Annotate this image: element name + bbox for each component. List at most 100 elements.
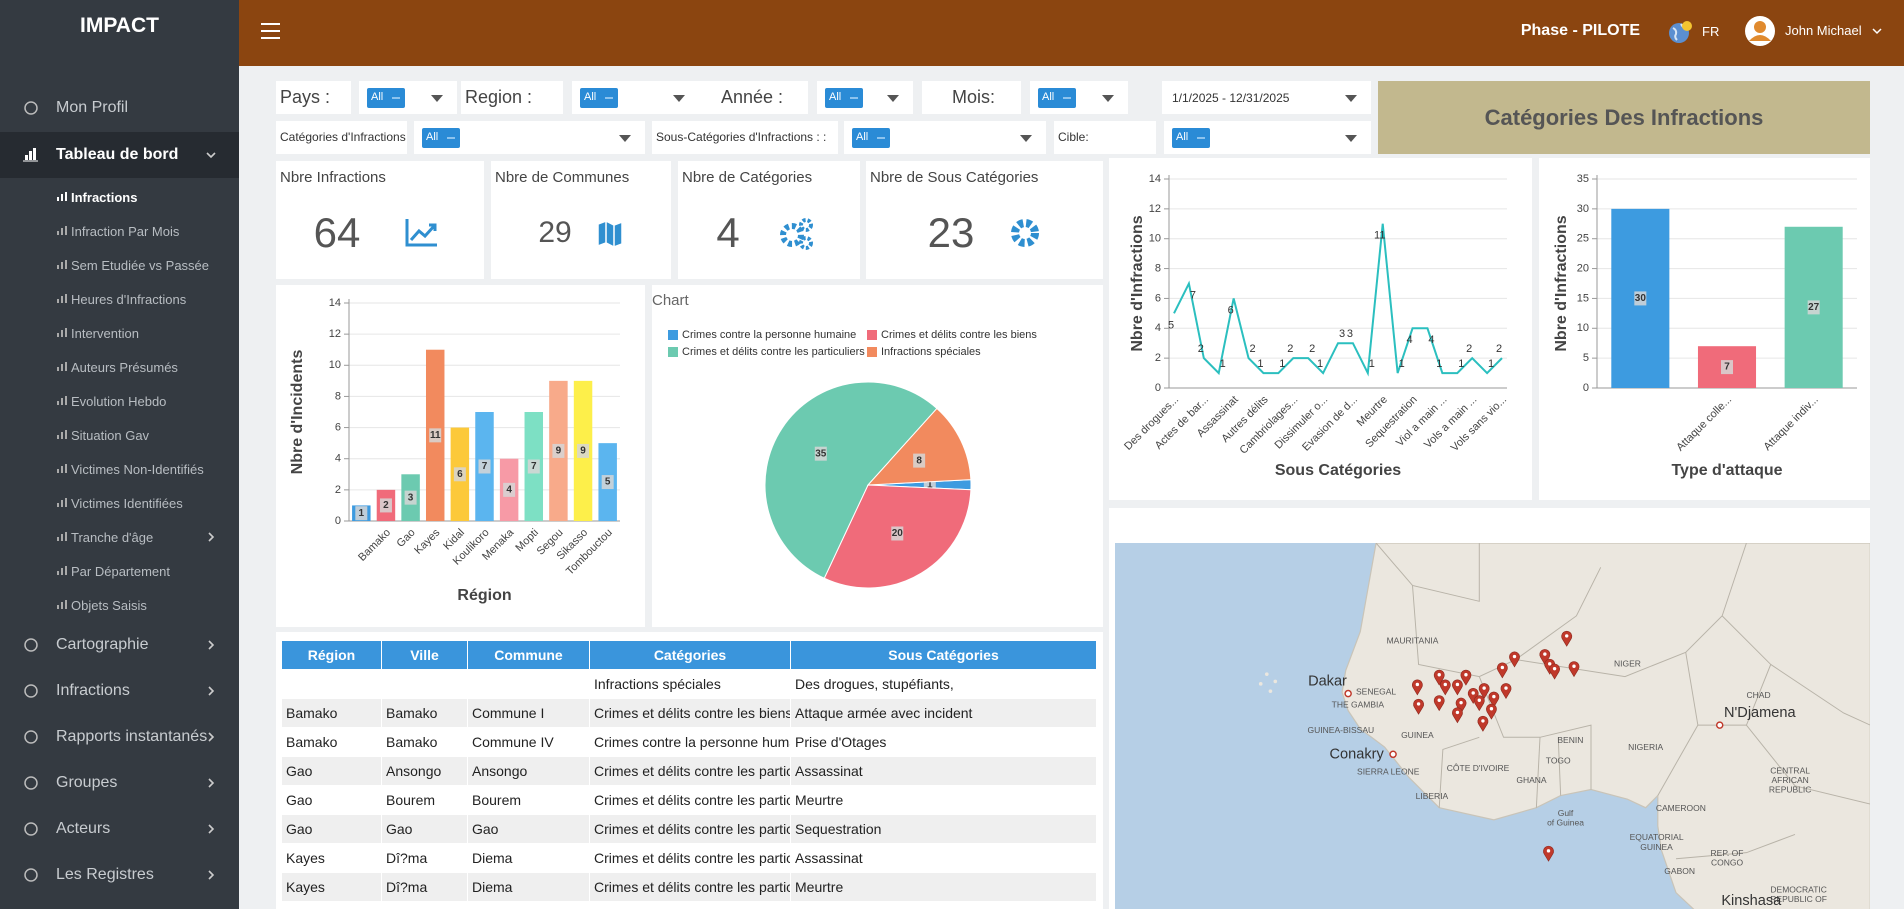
submenu-label[interactable]: Infraction Par Mois	[71, 224, 180, 239]
icon-bar	[33, 148, 36, 160]
date-range[interactable]: 1/1/2025 - 12/31/2025	[1162, 81, 1371, 114]
column-header[interactable]: Catégories	[589, 640, 791, 670]
menu-item[interactable]: Groupes	[0, 760, 239, 806]
map-pin[interactable]	[1452, 679, 1463, 696]
map-pin[interactable]	[1433, 669, 1445, 686]
submenu-item[interactable]: Par Département	[0, 557, 239, 585]
menu-label[interactable]: Cartographie	[56, 636, 149, 653]
value-label-bg	[429, 428, 442, 443]
submenu-item[interactable]: Sem Etudiée vs Passée	[0, 251, 239, 279]
menu-label[interactable]: Groupes	[56, 774, 118, 791]
filter-select[interactable]: All	[359, 81, 457, 114]
submenu-item[interactable]: Heures d'Infractions	[0, 285, 239, 313]
submenu-item[interactable]: Tranche d'âge	[0, 523, 239, 551]
submenu-label[interactable]: Heures d'Infractions	[71, 292, 187, 307]
map-pin[interactable]	[1486, 703, 1497, 720]
map-pin[interactable]	[1544, 658, 1556, 675]
chevron-shape	[208, 824, 215, 834]
map[interactable]: MAURITANIA NIGER CHAD Dakar SENEGAL THE GAMBI…	[1115, 543, 1870, 909]
menu-label[interactable]: Infractions	[56, 682, 130, 699]
map-pin[interactable]	[1467, 687, 1479, 704]
filter-select[interactable]: All	[817, 81, 913, 114]
table-cell: Assassinat	[790, 756, 1097, 786]
map-pin[interactable]	[1500, 683, 1512, 700]
submenu-label[interactable]: Sem Etudiée vs Passée	[71, 258, 210, 273]
menu-item[interactable]: Infractions	[0, 668, 239, 714]
icon-shape	[24, 868, 38, 882]
map-pin[interactable]	[1509, 651, 1520, 668]
submenu-label[interactable]: Evolution Hebdo	[71, 394, 167, 409]
map-pin[interactable]	[1412, 679, 1423, 696]
column-header[interactable]: Ville	[381, 640, 468, 670]
menu-item[interactable]: Rapports instantanés	[0, 714, 239, 760]
column-header[interactable]: Sous Catégories	[790, 640, 1097, 670]
map-pin[interactable]	[1478, 683, 1490, 700]
table-cell	[467, 669, 590, 699]
submenu-label[interactable]: Victimes Non-Identifiés	[71, 462, 204, 477]
submenu-label[interactable]: Tranche d'âge	[71, 530, 154, 545]
submenu-item[interactable]: Situation Gav	[0, 421, 239, 449]
menu-item[interactable]: Tableau de bord	[0, 132, 239, 178]
submenu-item[interactable]: Auteurs Présumés	[0, 353, 239, 381]
map-pin[interactable]	[1539, 649, 1551, 666]
map-pin[interactable]	[1452, 707, 1463, 724]
map-pin[interactable]	[1473, 695, 1485, 712]
filter-select[interactable]: All	[1164, 121, 1371, 154]
menu-label[interactable]: Acteurs	[56, 820, 111, 837]
user-caret[interactable]	[1872, 26, 1882, 36]
avatar[interactable]	[1744, 15, 1776, 47]
submenu-label[interactable]: Victimes Identifiées	[71, 496, 183, 511]
map-pin[interactable]	[1497, 662, 1508, 679]
submenu-item[interactable]: Victimes Identifiées	[0, 489, 239, 517]
language-icon[interactable]	[1667, 18, 1695, 46]
map-pin[interactable]	[1477, 715, 1489, 732]
submenu-label[interactable]: Par Département	[71, 564, 170, 579]
filter-select[interactable]: All	[414, 121, 645, 154]
menu-toggle[interactable]	[259, 20, 283, 44]
menu-item[interactable]: Les Registres	[0, 852, 239, 898]
user-name[interactable]: John Michael	[1785, 23, 1862, 38]
submenu-label[interactable]: Intervention	[71, 326, 139, 341]
submenu-label[interactable]: Infractions	[71, 190, 138, 205]
value-label-bg	[923, 477, 936, 492]
map-pin[interactable]	[1543, 845, 1554, 862]
map-label-line: EQUATORIAL	[1630, 832, 1684, 842]
menu-label[interactable]: Rapports instantanés	[56, 728, 208, 745]
submenu-label[interactable]: Auteurs Présumés	[71, 360, 178, 375]
map-pin[interactable]	[1455, 697, 1467, 714]
submenu-item[interactable]: Evolution Hebdo	[0, 387, 239, 415]
map-pin[interactable]	[1439, 679, 1451, 696]
filter-select[interactable]: All	[844, 121, 1046, 154]
menu-label[interactable]: Tableau de bord	[56, 146, 179, 163]
column-header[interactable]: Commune	[467, 640, 590, 670]
map-label-line: AFRICAN	[1771, 775, 1808, 785]
value-label: 3	[408, 492, 414, 503]
submenu-label[interactable]: Objets Saisis	[71, 598, 147, 613]
map-pin[interactable]	[1549, 663, 1560, 680]
submenu-item[interactable]: Victimes Non-Identifiés	[0, 455, 239, 483]
map-pin[interactable]	[1460, 669, 1472, 686]
border	[1675, 833, 1796, 860]
submenu-item[interactable]: Objets Saisis	[0, 591, 239, 619]
menu-item[interactable]: Mon Profil	[0, 85, 239, 131]
point-label: 5	[1168, 319, 1174, 331]
map-pin[interactable]	[1488, 691, 1500, 708]
city-dot	[1344, 689, 1352, 698]
map-label-line: CENTRAL	[1770, 766, 1810, 776]
submenu-item[interactable]: Infractions	[0, 183, 239, 211]
map-pin[interactable]	[1433, 695, 1445, 712]
submenu-label[interactable]: Situation Gav	[71, 428, 150, 443]
filter-select[interactable]: All	[572, 81, 699, 114]
submenu-item[interactable]: Intervention	[0, 319, 239, 347]
language[interactable]: FR	[1702, 24, 1720, 39]
map-pin[interactable]	[1568, 661, 1580, 678]
map-pin[interactable]	[1561, 630, 1573, 647]
menu-item[interactable]: Cartographie	[0, 622, 239, 668]
menu-label[interactable]: Les Registres	[56, 866, 154, 883]
map-pin[interactable]	[1413, 698, 1424, 715]
filter-select[interactable]: All	[1030, 81, 1128, 114]
column-header[interactable]: Région	[281, 640, 382, 670]
menu-item[interactable]: Acteurs	[0, 806, 239, 852]
submenu-item[interactable]: Infraction Par Mois	[0, 217, 239, 245]
menu-label[interactable]: Mon Profil	[56, 99, 129, 116]
